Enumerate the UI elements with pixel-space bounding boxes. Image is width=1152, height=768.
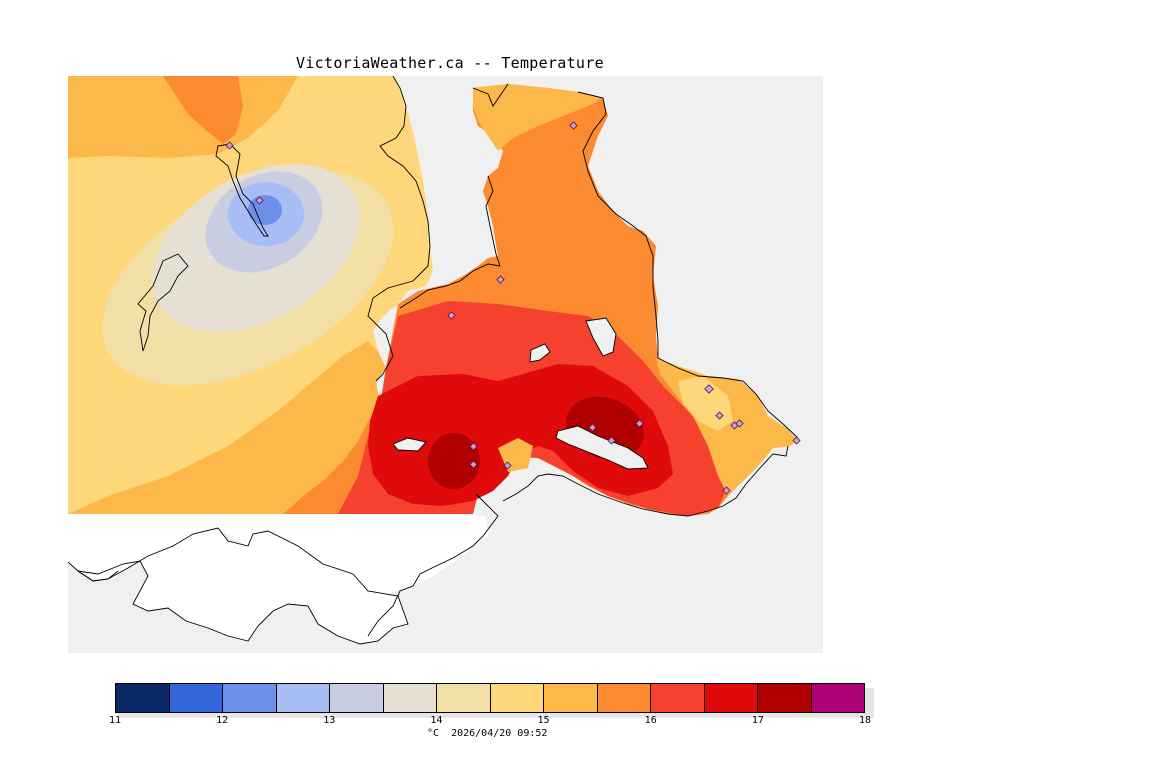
station-marker[interactable] [569, 121, 578, 130]
colorbar-segment [383, 684, 437, 712]
colorbar-tick-label: 17 [751, 715, 764, 726]
station-marker[interactable] [722, 486, 731, 495]
colorbar-tick-label: 18 [858, 715, 872, 726]
colorbar-segment [116, 684, 170, 712]
station-marker[interactable] [635, 419, 644, 428]
temperature-map[interactable] [68, 76, 823, 653]
colorbar-tick-label: 14 [430, 715, 443, 726]
weather-stations[interactable] [225, 121, 801, 495]
station-marker[interactable] [588, 423, 597, 432]
station-marker[interactable] [496, 275, 505, 284]
colorbar-segment [437, 684, 491, 712]
colorbar-segment [704, 684, 758, 712]
colorbar-segment [544, 684, 598, 712]
units-timestamp: °C 2026/04/20 09:52 [427, 728, 548, 739]
colorbar-segment [223, 684, 277, 712]
colorbar-tick-label: 13 [323, 715, 336, 726]
inland-water [392, 317, 649, 470]
station-marker[interactable] [447, 311, 456, 320]
colorbar-segment [330, 684, 384, 712]
colorbar-segment [169, 684, 223, 712]
colorbar-tick-label: 11 [108, 715, 122, 726]
western-land-contours [68, 76, 433, 514]
station-marker[interactable] [469, 460, 478, 469]
station-marker[interactable] [735, 419, 744, 428]
colorbar-segment [758, 684, 812, 712]
colorbar-tick-label: 16 [644, 715, 657, 726]
station-marker[interactable] [469, 442, 478, 451]
station-marker[interactable] [225, 141, 234, 150]
station-marker[interactable] [503, 461, 512, 470]
map-canvas [68, 76, 823, 653]
southern-island [77, 527, 409, 645]
southern-landmass [68, 514, 488, 594]
colorbar-segment [597, 684, 651, 712]
colorbar-segment [490, 684, 544, 712]
colorbar-segment [811, 684, 864, 712]
colorbar-segment [276, 684, 330, 712]
station-marker[interactable] [255, 196, 264, 205]
temperature-colorbar [115, 683, 865, 713]
map-title: VictoriaWeather.ca -- Temperature [296, 54, 604, 72]
coastlines [68, 76, 799, 637]
colorbar-tick-label: 15 [537, 715, 550, 726]
station-marker[interactable] [607, 436, 616, 445]
station-marker[interactable] [792, 436, 801, 445]
station-marker[interactable] [715, 411, 724, 420]
colorbar-tick-label: 12 [216, 715, 229, 726]
colorbar-segment [651, 684, 705, 712]
station-marker[interactable] [704, 384, 714, 394]
